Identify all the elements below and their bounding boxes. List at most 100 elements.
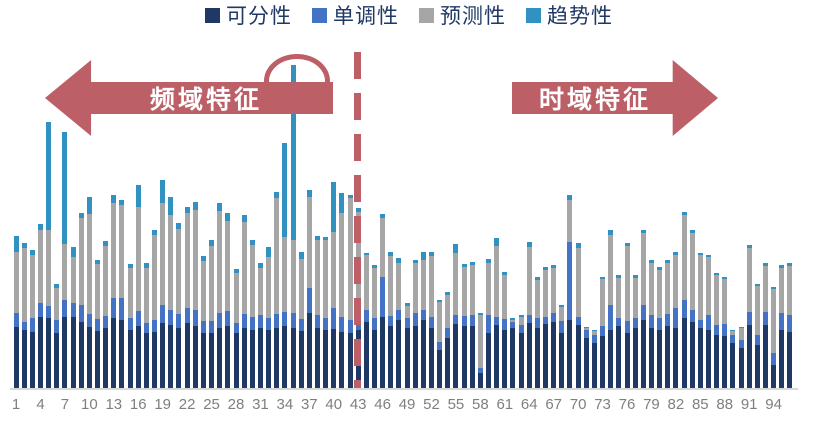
x-tick-label: 58 (472, 396, 489, 413)
bar-segment (347, 320, 353, 333)
stacked-bar (632, 275, 638, 388)
x-tick-label: 40 (325, 396, 343, 413)
bar-segment (274, 328, 280, 388)
bar-segment (591, 331, 597, 335)
bar-segment (127, 268, 133, 318)
bar-segment (453, 324, 459, 388)
bar-segment (551, 268, 557, 313)
bar-segment (461, 316, 467, 326)
bar-segment (331, 329, 337, 388)
legend-label: 可分性 (226, 5, 292, 28)
bar-segment (111, 195, 117, 203)
bar-segment (339, 317, 345, 332)
bar-segment (160, 203, 166, 305)
bar-segment (249, 240, 255, 245)
bar-segment (200, 333, 206, 388)
bar-segment (494, 325, 500, 388)
bar-segment (217, 211, 223, 313)
bar-segment (420, 260, 426, 310)
bar-segment (608, 235, 614, 305)
bar-segment (396, 263, 402, 310)
bar-segment (111, 203, 117, 298)
bar-segment (209, 321, 215, 333)
bar-segment (738, 340, 744, 348)
bar-segment (762, 312, 768, 325)
bar-segment (559, 321, 565, 333)
bar-segment (412, 263, 418, 313)
bar-segment (779, 268, 785, 313)
x-tick-label: 70 (569, 396, 587, 413)
stacked-bar (200, 256, 206, 388)
bar-segment (567, 320, 573, 388)
bar-segment (241, 215, 247, 222)
bar-segment (209, 240, 215, 246)
stacked-bar (95, 260, 101, 388)
stacked-bar (453, 244, 459, 388)
bar-segment (331, 182, 337, 232)
bar-segment (200, 321, 206, 333)
bar-segment (469, 315, 475, 326)
bar-segment (176, 328, 182, 388)
bar-segment (722, 277, 728, 279)
bar-segment (78, 218, 84, 305)
bar-segment (657, 267, 663, 270)
bar-segment (510, 328, 516, 388)
bar-segment (624, 246, 630, 321)
bar-segment (754, 286, 760, 335)
chart-legend: 可分性 单调性 预测性 趋势性 (0, 0, 818, 30)
bar-segment (95, 260, 101, 264)
bar-segment (477, 315, 483, 368)
x-tick-label: 91 (740, 396, 758, 413)
bar-segment (176, 229, 182, 314)
bar-segment (78, 213, 84, 218)
bar-segment (502, 319, 508, 330)
bar-segment (722, 324, 728, 336)
bar-segment (331, 308, 337, 329)
bar-segment (225, 221, 231, 311)
bar-segment (762, 266, 768, 312)
bar-segment (103, 328, 109, 388)
legend-item-predictability: 预测性 (419, 0, 506, 30)
bar-segment (681, 300, 687, 318)
bar-segment (779, 330, 785, 388)
bar-segment (282, 326, 288, 388)
stacked-bar (176, 223, 182, 388)
stacked-bar (657, 267, 663, 388)
bar-segment (78, 305, 84, 322)
bar-segment (779, 313, 785, 330)
stacked-bar (738, 327, 744, 388)
bar-segment (249, 245, 255, 317)
bar-segment (176, 223, 182, 229)
bar-segment (657, 318, 663, 330)
bar-segment (184, 213, 190, 308)
bar-segment (420, 310, 426, 320)
bar-segment (567, 195, 573, 200)
stacked-bar (412, 260, 418, 388)
bar-segment (486, 263, 492, 315)
bar-segment (746, 325, 752, 388)
bar-segment (657, 270, 663, 318)
x-tick-label: 82 (667, 396, 685, 413)
stacked-bar (404, 303, 410, 388)
bar-segment (200, 261, 206, 321)
bar-segment (591, 335, 597, 343)
bar-segment (266, 330, 272, 388)
bar-segment (746, 312, 752, 325)
bar-segment (192, 326, 198, 388)
stacked-bar (722, 277, 728, 388)
bar-segment (551, 265, 557, 268)
stacked-bar (290, 65, 296, 388)
bar-segment (152, 320, 158, 332)
bar-segment (200, 256, 206, 261)
bar-segment (127, 318, 133, 330)
stacked-bar (38, 224, 43, 388)
time-domain-arrow-label: 时域特征 (538, 86, 651, 114)
bar-segment (306, 197, 312, 288)
bar-segment (437, 342, 443, 350)
stacked-bar (225, 213, 231, 388)
bar-segment (608, 305, 614, 330)
x-tick-label: 4 (36, 396, 45, 413)
x-tick-label: 73 (594, 396, 611, 413)
bar-segment (306, 190, 312, 197)
bar-segment (583, 330, 589, 338)
